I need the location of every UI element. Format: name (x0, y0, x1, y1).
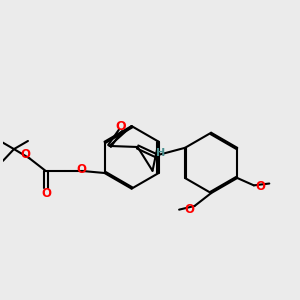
Text: O: O (256, 180, 266, 193)
Text: O: O (115, 120, 126, 133)
Text: O: O (184, 203, 194, 216)
Text: O: O (41, 187, 51, 200)
Text: O: O (76, 163, 86, 176)
Text: O: O (20, 148, 30, 161)
Text: H: H (156, 148, 165, 158)
